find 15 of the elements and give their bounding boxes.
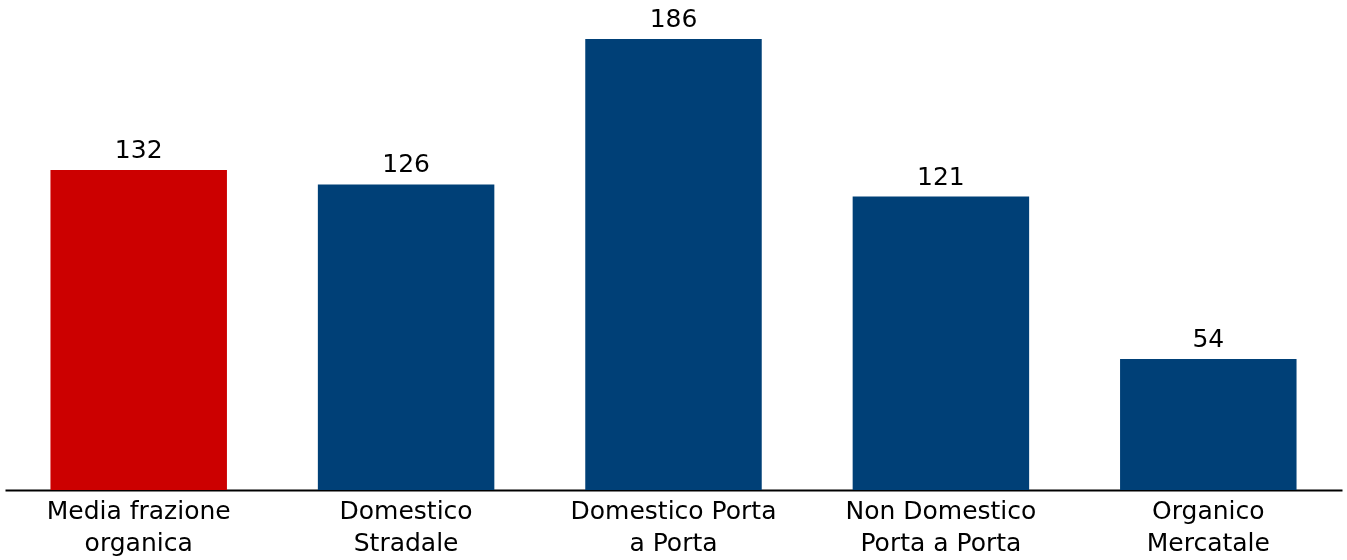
bar <box>317 184 495 490</box>
bar <box>50 169 227 490</box>
data-label: 132 <box>114 134 163 164</box>
x-tick-label: Domestico Porta a Porta <box>570 495 777 557</box>
data-label: 126 <box>382 149 430 179</box>
bar <box>585 38 762 490</box>
x-tick-label: Organico Mercatale <box>1146 495 1270 557</box>
data-label: 186 <box>649 3 698 33</box>
data-label: 54 <box>1192 324 1225 354</box>
x-tick-label: Non Domestico Porta a Porta <box>845 495 1037 557</box>
bar <box>1120 359 1297 490</box>
bar <box>852 196 1030 490</box>
x-tick-label: Domestico Stradale <box>339 495 473 557</box>
data-label: 121 <box>917 161 965 191</box>
x-tick-label: Media frazione organica <box>46 495 231 557</box>
